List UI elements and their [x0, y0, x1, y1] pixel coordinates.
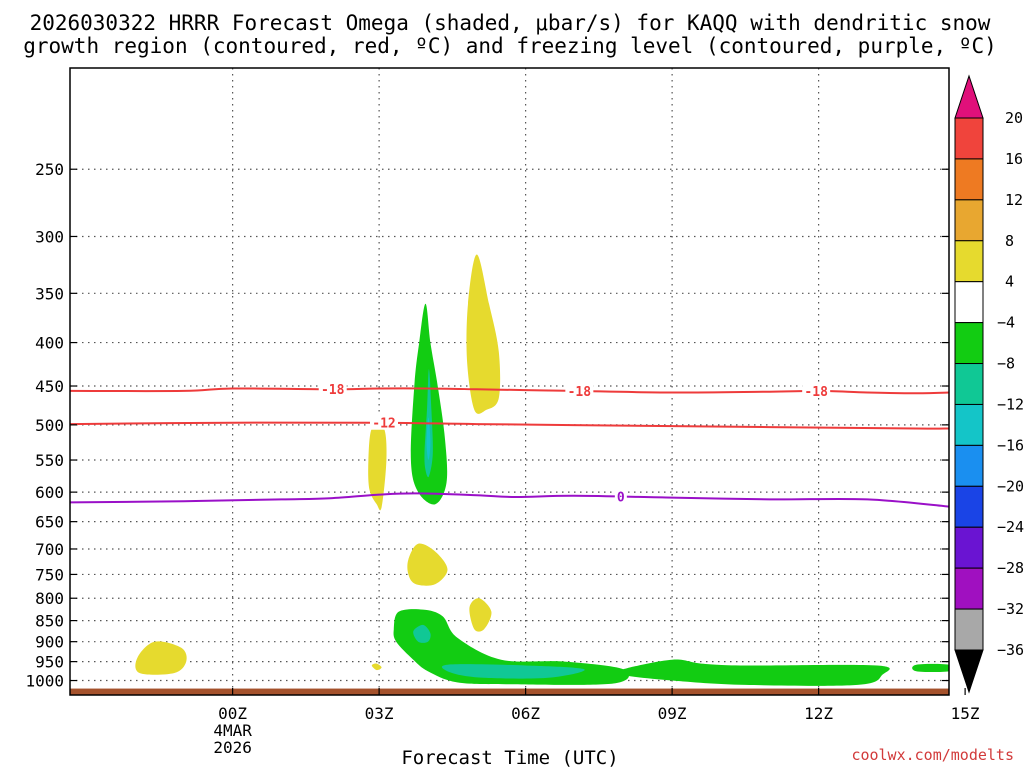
y-tick-label-700: 700 — [35, 540, 64, 559]
sinking-omega-700 — [407, 543, 448, 586]
colorbar-bin--20-to--16 — [954, 444, 984, 487]
colorbar-bin-16-to-20 — [954, 117, 984, 160]
dendritic-minus18-label-bg — [802, 383, 831, 398]
colorbar-label--32: −32 — [997, 600, 1024, 618]
temperature-contours: -18 -18 -18 -12 0 — [70, 382, 949, 508]
sinking-omega-left — [135, 641, 187, 675]
colorbar-bin-8-to-12 — [954, 199, 984, 242]
colorbar-label--4: −4 — [997, 314, 1015, 332]
grid-lines — [70, 68, 949, 695]
colorbar-bin--32-to--28 — [954, 567, 984, 610]
y-tick-label-900: 900 — [35, 633, 64, 652]
colorbar-label--12: −12 — [997, 395, 1024, 413]
colorbar-over-arrow — [954, 74, 984, 119]
rising-omega-morning — [617, 659, 890, 686]
dendritic-minus18-label-2: -18 — [804, 385, 828, 400]
chart-title: 2026030322 HRRR Forecast Omega (shaded, … — [30, 11, 991, 35]
colorbar-bin--12-to--8 — [954, 363, 984, 405]
rising-omega-low-band — [441, 664, 585, 679]
colorbar-bin--36-to--32 — [954, 608, 984, 651]
omega-shading — [135, 254, 949, 686]
colorbar-bin-4-to-8 — [954, 240, 984, 283]
y-tick-label-250: 250 — [35, 160, 64, 179]
colorbar-label--28: −28 — [997, 559, 1024, 577]
y-tick-label-450: 450 — [35, 377, 64, 396]
dendritic-minus18-label-bg — [565, 383, 594, 398]
colorbar-bin--8-to--4 — [954, 322, 984, 365]
x-tick-label-03Z: 03Z — [365, 704, 394, 723]
colorbar-bin--16-to--12 — [954, 403, 984, 446]
colorbar-label--24: −24 — [997, 518, 1024, 536]
colorbar-label--8: −8 — [997, 355, 1015, 373]
ground-surface — [70, 688, 949, 695]
x-tick-label-00Z: 00Z — [218, 704, 247, 723]
y-tick-label-850: 850 — [35, 612, 64, 631]
y-axis-ticks: 250 300 350 400 450 500 550 600 650 700 750 800 850 9… — [25, 160, 949, 691]
colorbar-bin--24-to--20 — [954, 485, 984, 528]
colorbar-label-12: 12 — [1005, 191, 1023, 209]
x-tick-label-12Z: 12Z — [804, 704, 833, 723]
y-tick-label-400: 400 — [35, 334, 64, 353]
y-tick-label-500: 500 — [35, 416, 64, 435]
x-tick-year-line: 2026 — [213, 738, 252, 757]
dendritic-minus18-label-0: -18 — [321, 383, 345, 398]
colorbar-label-8: 8 — [1005, 232, 1014, 250]
y-tick-label-300: 300 — [35, 227, 64, 246]
chart-subtitle: growth region (contoured, red, ºC) and f… — [23, 34, 997, 58]
x-tick-date-line: 4MAR — [213, 721, 252, 740]
colorbar: 20 16 12 8 4 −4 −8 −12 −16 −20 −24 −28 −32 −36 — [954, 74, 1024, 694]
freezing-level-label-0: 0 — [617, 491, 625, 506]
freezing-level-line — [70, 492, 949, 508]
y-tick-label-1000: 1000 — [25, 672, 64, 691]
dendritic-minus18-label-1: -18 — [568, 385, 592, 400]
colorbar-label-16: 16 — [1005, 150, 1023, 168]
x-tick-label-15Z: 15Z — [951, 704, 980, 723]
colorbar-bin--4-to-4 — [954, 281, 984, 324]
sinking-omega-830 — [469, 598, 492, 632]
colorbar-bin-12-to-16 — [954, 158, 984, 201]
x-tick-label-06Z: 06Z — [511, 704, 540, 723]
sinking-omega-small — [371, 663, 382, 671]
sinking-omega-upper — [466, 254, 501, 414]
rising-omega-right — [912, 663, 949, 673]
freezing-level-label-bg — [614, 489, 627, 504]
credit-text: coolwx.com/modelts — [851, 746, 1014, 764]
y-tick-label-650: 650 — [35, 513, 64, 532]
dendritic-minus18-label-bg — [318, 382, 347, 397]
colorbar-under-arrow — [954, 649, 984, 694]
colorbar-bin--28-to--24 — [954, 526, 984, 569]
x-tick-label-09Z: 09Z — [658, 704, 687, 723]
colorbar-label-4: 4 — [1005, 273, 1014, 291]
y-tick-label-350: 350 — [35, 284, 64, 303]
y-tick-label-600: 600 — [35, 483, 64, 502]
y-tick-label-800: 800 — [35, 589, 64, 608]
rising-omega-core-center — [426, 417, 431, 460]
colorbar-label--16: −16 — [997, 436, 1024, 454]
dendritic-minus12-label-bg — [369, 415, 398, 430]
y-tick-label-750: 750 — [35, 565, 64, 584]
colorbar-label--20: −20 — [997, 477, 1024, 495]
dendritic-minus12-line — [70, 421, 949, 430]
dendritic-minus12-label-0: -12 — [372, 417, 395, 432]
y-tick-label-950: 950 — [35, 653, 64, 672]
colorbar-label--36: −36 — [997, 641, 1024, 659]
x-axis-title: Forecast Time (UTC) — [401, 747, 618, 768]
rising-omega-low-inner — [413, 624, 431, 643]
plot-area: -18 -18 -18 -12 0 — [70, 68, 949, 695]
sinking-omega-mid — [368, 424, 387, 511]
plot-frame — [69, 67, 950, 696]
dendritic-minus18-line — [70, 387, 949, 395]
y-tick-label-550: 550 — [35, 451, 64, 470]
colorbar-label-20: 20 — [1005, 109, 1023, 127]
